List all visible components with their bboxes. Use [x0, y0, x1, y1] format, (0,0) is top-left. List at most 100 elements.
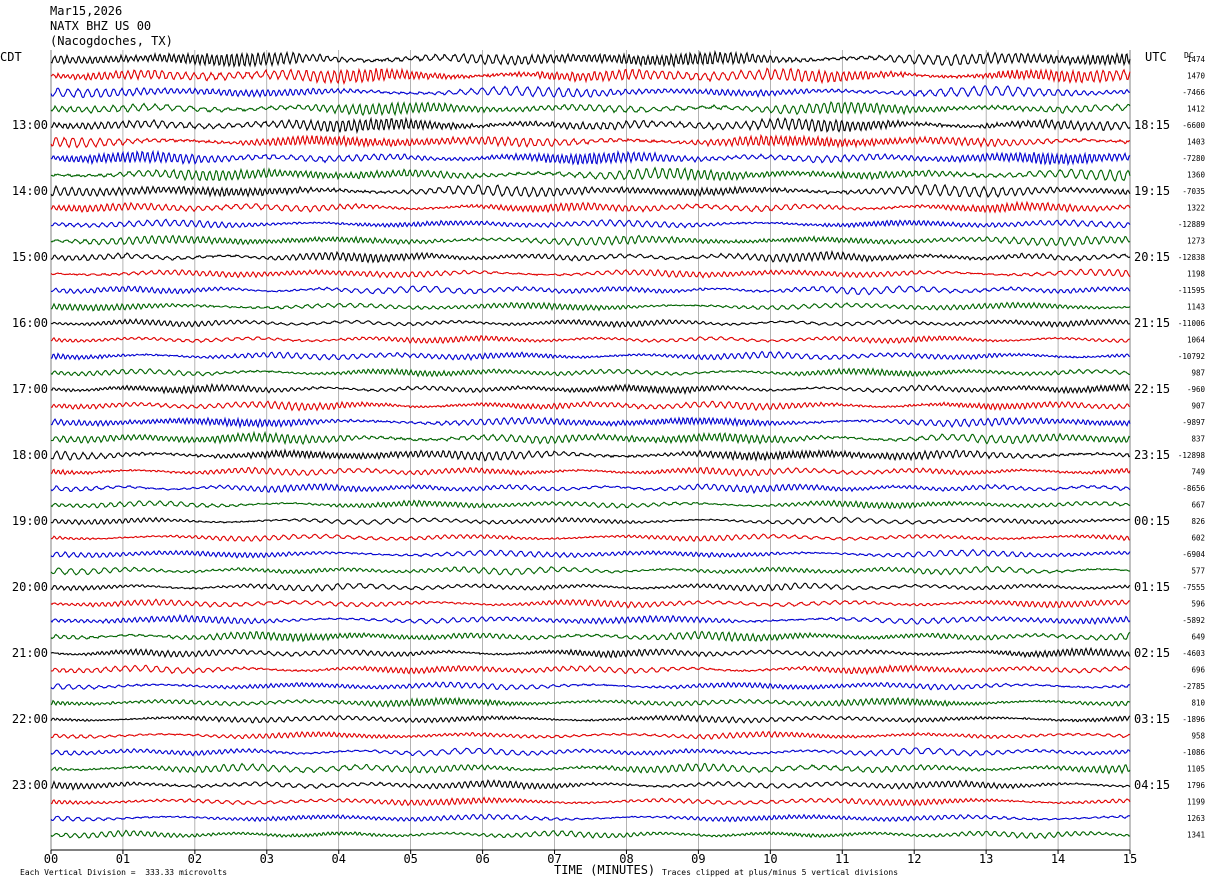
- trace-row-7: [50, 166, 1131, 182]
- trace-row-4: [50, 116, 1131, 135]
- left-hour-label: 18:00: [12, 448, 48, 462]
- header-station: NATX BHZ US 00: [50, 19, 152, 33]
- dc-offset-label: 1474: [1187, 55, 1206, 64]
- x-tick-label: 03: [260, 852, 274, 866]
- trace-row-42: [50, 747, 1131, 757]
- dc-offset-label: 1273: [1187, 237, 1205, 246]
- left-hour-label: 13:00: [12, 118, 48, 132]
- trace-row-11: [50, 234, 1131, 247]
- trace-row-38: [50, 681, 1131, 691]
- trace-row-24: [50, 448, 1131, 462]
- dc-offset-label: -12889: [1178, 220, 1205, 229]
- trace-row-46: [50, 813, 1131, 823]
- right-hour-label: 03:15: [1134, 712, 1170, 726]
- trace-row-14: [50, 285, 1131, 296]
- trace-row-0: [50, 49, 1131, 68]
- dc-offset-label: 1198: [1187, 270, 1206, 279]
- trace-row-16: [50, 318, 1131, 329]
- trace-row-21: [50, 400, 1131, 412]
- x-tick-label: 02: [188, 852, 202, 866]
- x-tick-label: 14: [1051, 852, 1065, 866]
- dc-offset-label: 1199: [1187, 798, 1205, 807]
- dc-offset-label: 1263: [1187, 814, 1205, 823]
- dc-offset-label: -12898: [1178, 451, 1206, 460]
- dc-offset-label: -11595: [1178, 286, 1205, 295]
- trace-row-3: [50, 101, 1131, 117]
- x-tick-label: 09: [691, 852, 705, 866]
- x-tick-label: 11: [835, 852, 849, 866]
- dc-offset-label: 602: [1191, 534, 1205, 543]
- trace-row-47: [50, 829, 1131, 840]
- trace-row-25: [50, 466, 1131, 478]
- trace-row-44: [51, 779, 1131, 791]
- left-hour-label: 23:00: [12, 778, 48, 792]
- trace-row-6: [50, 149, 1131, 167]
- trace-row-33: [50, 598, 1131, 609]
- dc-offset-label: -7035: [1182, 187, 1205, 196]
- left-hour-labels: 13:00 14:00 15:00 16:00 17:00 18:00 19:00 20:00…: [12, 118, 48, 792]
- dc-offset-label: 810: [1191, 699, 1205, 708]
- x-tick-label: 15: [1123, 852, 1137, 866]
- dc-offset-label: -960: [1187, 385, 1206, 394]
- x-tick-label: 01: [116, 852, 130, 866]
- trace-row-27: [50, 499, 1131, 510]
- dc-offset-label: 1360: [1187, 171, 1206, 180]
- left-timezone-label: CDT: [0, 50, 22, 64]
- trace-row-1: [50, 67, 1131, 85]
- dc-offset-label: 826: [1191, 517, 1205, 526]
- dc-offset-label: 1796: [1187, 781, 1206, 790]
- right-hour-labels: 18:15 19:15 20:15 21:15 22:15 23:15 00:15 01:15…: [1134, 118, 1170, 792]
- trace-row-30: [50, 548, 1131, 559]
- trace-row-8: [50, 183, 1131, 199]
- trace-row-26: [50, 482, 1131, 495]
- left-hour-label: 21:00: [12, 646, 48, 660]
- trace-row-28: [50, 516, 1131, 526]
- dc-offset-label: -7280: [1182, 154, 1205, 163]
- trace-row-37: [50, 664, 1131, 676]
- grid-lines: [50, 50, 1131, 851]
- trace-row-5: [50, 133, 1130, 149]
- x-tick-label: 10: [763, 852, 777, 866]
- x-tick-label: 07: [547, 852, 561, 866]
- trace-row-41: [50, 730, 1131, 740]
- right-timezone-label: UTC: [1145, 50, 1167, 64]
- trace-row-31: [50, 565, 1130, 576]
- trace-row-36: [50, 646, 1131, 659]
- dc-offset-label: 1341: [1187, 831, 1205, 840]
- x-tick-label: 13: [979, 852, 993, 866]
- x-axis-tick-labels: 00 01 02 03 04 05 06 07 08 09 10 11 12 13 14 15: [44, 850, 1137, 866]
- dc-offset-label: -4603: [1182, 649, 1205, 658]
- left-hour-label: 22:00: [12, 712, 48, 726]
- x-tick-label: 08: [619, 852, 633, 866]
- x-tick-label: 05: [403, 852, 417, 866]
- dc-offset-label: 837: [1191, 435, 1205, 444]
- right-hour-label: 18:15: [1134, 118, 1170, 132]
- trace-row-15: [50, 301, 1131, 312]
- right-hour-label: 20:15: [1134, 250, 1170, 264]
- x-tick-label: 00: [44, 852, 58, 866]
- right-hour-label: 19:15: [1134, 184, 1170, 198]
- dc-offset-label: 1105: [1187, 765, 1205, 774]
- dc-offset-label: -7555: [1182, 583, 1205, 592]
- left-hour-label: 14:00: [12, 184, 48, 198]
- header-location: (Nacogdoches, TX): [50, 34, 173, 48]
- x-tick-label: 06: [475, 852, 489, 866]
- trace-row-32: [50, 582, 1131, 592]
- header-date: Mar15,2026: [50, 4, 123, 18]
- dc-offset-label: -6600: [1182, 121, 1205, 130]
- dc-offset-label: 649: [1191, 633, 1205, 642]
- dc-offset-label: -7466: [1182, 88, 1205, 97]
- left-hour-label: 19:00: [12, 514, 48, 528]
- trace-row-35: [50, 630, 1131, 643]
- dc-offset-label: -12838: [1178, 253, 1206, 262]
- dc-offset-label: -10792: [1178, 352, 1205, 361]
- dc-offset-label: 907: [1191, 402, 1205, 411]
- x-tick-label: 12: [907, 852, 921, 866]
- dc-offset-label: 667: [1191, 501, 1205, 510]
- trace-row-12: [50, 249, 1131, 264]
- left-hour-label: 15:00: [12, 250, 48, 264]
- scale-note: Each Vertical Division = 333.33 microvol…: [20, 868, 228, 877]
- right-hour-label: 00:15: [1134, 514, 1170, 528]
- dc-offset-label: -9897: [1182, 418, 1205, 427]
